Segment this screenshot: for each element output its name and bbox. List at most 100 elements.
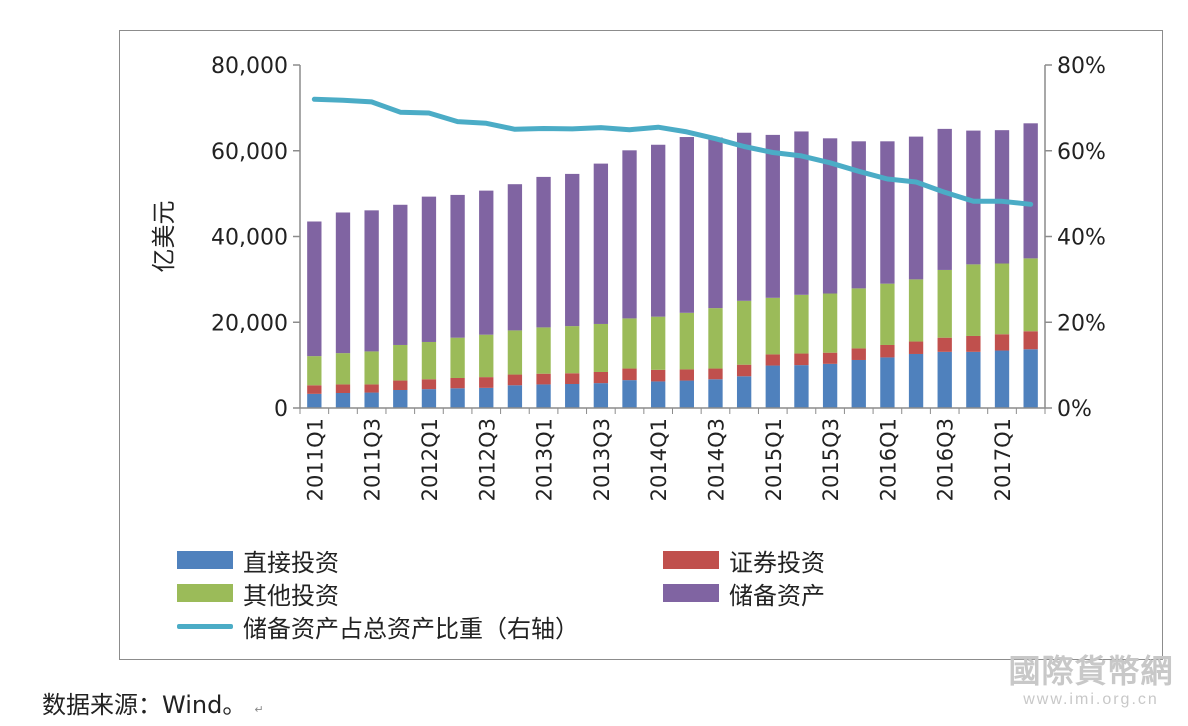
bar-segment-securities xyxy=(794,353,809,366)
legend-item-other-investment: 其他投资 xyxy=(177,578,339,610)
bar-segment-other xyxy=(335,353,351,385)
bar-segment-securities xyxy=(679,369,694,381)
bar-segment-other xyxy=(708,308,723,369)
y-tick-label-right: 0% xyxy=(1057,397,1092,422)
x-tick-label: 2017Q1 xyxy=(991,418,1015,501)
bar-segment-other xyxy=(479,334,494,378)
watermark-url: www.imi.org.cn xyxy=(1023,691,1159,708)
bar-segment-direct xyxy=(364,392,379,408)
bar-segment-reserve xyxy=(822,138,838,294)
bar-segment-other xyxy=(622,318,637,369)
bar-segment-securities xyxy=(421,379,437,390)
legend-label-reserve-assets: 储备资产 xyxy=(729,581,825,610)
legend-swatch-other-investment xyxy=(177,584,233,602)
bar-segment-securities xyxy=(622,368,637,381)
bar-segment-reserve xyxy=(393,204,408,345)
bar-segment-direct xyxy=(966,351,981,408)
bar-segment-reserve xyxy=(536,176,551,328)
bar-segment-securities xyxy=(593,371,609,384)
bar-segment-reserve xyxy=(335,212,351,354)
y-tick-label-left: 60,000 xyxy=(211,140,288,165)
paragraph-mark-icon: ↵ xyxy=(254,703,264,716)
bar-segment-other xyxy=(393,344,408,381)
legend-label-securities-investment: 证券投资 xyxy=(729,548,825,577)
bar-segment-direct xyxy=(708,379,723,408)
x-tick-label: 2013Q3 xyxy=(590,418,614,501)
bar-segment-reserve xyxy=(450,194,465,338)
bar-segment-direct xyxy=(1023,349,1038,408)
legend-swatch-reserve-assets xyxy=(663,584,719,602)
x-tick-label: 2011Q1 xyxy=(303,418,327,501)
bar-segment-other xyxy=(450,337,465,378)
y-tick-label-right: 20% xyxy=(1057,311,1106,336)
legend-swatch-securities-investment xyxy=(663,551,719,569)
bar-segment-direct xyxy=(335,392,351,408)
bar-segment-reserve xyxy=(565,173,580,327)
bar-segment-direct xyxy=(679,380,694,408)
bar-segment-direct xyxy=(507,385,523,408)
bar-segment-direct xyxy=(880,357,895,408)
bar-segment-securities xyxy=(651,369,666,382)
bar-segment-securities xyxy=(393,380,408,390)
bar-segment-reserve xyxy=(421,196,437,342)
bar-segment-reserve xyxy=(851,141,866,289)
y-tick-label-right: 60% xyxy=(1057,140,1106,165)
bar-segment-other xyxy=(937,269,952,338)
bar-segment-securities xyxy=(880,344,895,358)
bar-segment-other xyxy=(736,300,752,365)
legend-item-securities-investment: 证券投资 xyxy=(663,545,825,577)
bar-segment-direct xyxy=(565,383,580,408)
watermark-logo: 國際貨幣網 www.imi.org.cn xyxy=(1005,652,1177,710)
x-tick-label: 2016Q3 xyxy=(934,418,958,501)
legend-item-reserve-assets: 储备资产 xyxy=(663,578,825,610)
bar-segment-reserve xyxy=(937,128,952,270)
bar-segment-other xyxy=(880,283,895,345)
legend-label-other-investment: 其他投资 xyxy=(243,581,339,610)
legend-item-reserve-ratio: 储备资产占总资产比重（右轴） xyxy=(177,611,579,643)
x-tick-label: 2015Q3 xyxy=(819,418,843,501)
bar-segment-reserve xyxy=(507,184,523,331)
x-tick-label: 2016Q1 xyxy=(876,418,900,501)
bar-segment-reserve xyxy=(736,132,752,301)
y-tick-label-left: 0 xyxy=(274,397,288,422)
bar-segment-direct xyxy=(651,381,666,408)
bar-segment-direct xyxy=(822,363,838,408)
bar-segment-other xyxy=(765,297,780,355)
line-reserve-ratio xyxy=(311,96,1034,207)
bar-segment-reserve xyxy=(765,134,780,298)
bar-segment-direct xyxy=(421,389,437,408)
bar-segment-reserve xyxy=(880,141,895,284)
legend-line-reserve-ratio xyxy=(177,623,233,629)
bar-segment-direct xyxy=(736,376,752,408)
bar-segment-securities xyxy=(1023,331,1038,350)
bar-segment-reserve xyxy=(1023,123,1038,259)
x-tick-label: 2015Q1 xyxy=(762,418,786,501)
bar-segment-reserve xyxy=(364,210,379,352)
bar-segment-other xyxy=(507,330,523,375)
bar-segment-securities xyxy=(994,334,1010,351)
y-tick-label-left: 20,000 xyxy=(211,311,288,336)
bar-segment-other xyxy=(994,263,1010,335)
source-note-text: 数据来源：Wind。 xyxy=(42,691,247,719)
legend-label-reserve-ratio: 储备资产占总资产比重（右轴） xyxy=(243,614,579,643)
bar-segment-securities xyxy=(335,384,351,393)
bar-segment-other xyxy=(908,279,924,342)
bar-segment-direct xyxy=(307,393,322,408)
x-tick-label: 2014Q3 xyxy=(704,418,728,501)
bar-segment-reserve xyxy=(994,130,1010,264)
bar-segment-securities xyxy=(765,354,780,366)
y-tick-label-right: 40% xyxy=(1057,226,1106,251)
bar-segment-securities xyxy=(822,352,838,364)
bar-segment-direct xyxy=(536,384,551,408)
bar-segment-other xyxy=(679,312,694,370)
bar-segment-other xyxy=(651,316,666,370)
bar-segment-securities xyxy=(479,377,494,388)
chart-plot: 0 20,000 40,000 60,000 80,000 0% 20% 40% 60% 80% 亿… xyxy=(150,54,1106,501)
bar-segment-direct xyxy=(593,383,609,408)
bar-segment-securities xyxy=(450,377,465,389)
bar-segment-other xyxy=(421,341,437,380)
legend-item-direct-investment: 直接投资 xyxy=(177,545,339,577)
bar-segment-other xyxy=(536,327,551,374)
bar-segment-reserve xyxy=(908,136,924,280)
bar-segment-securities xyxy=(966,335,981,352)
